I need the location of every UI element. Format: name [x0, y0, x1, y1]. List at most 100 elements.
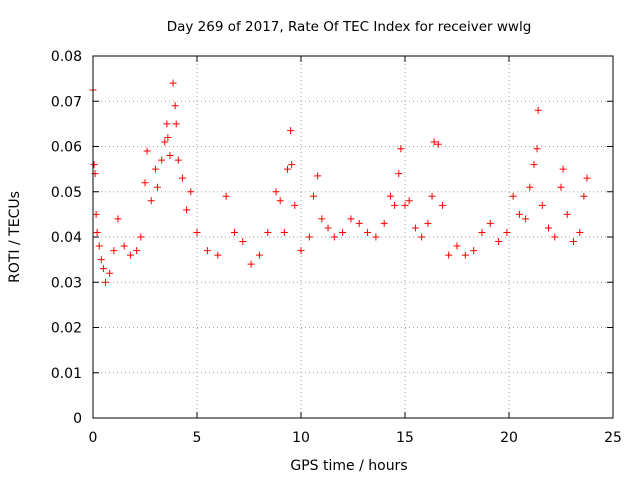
- data-point: [583, 174, 591, 182]
- x-tick-label: 5: [193, 430, 202, 446]
- data-point: [428, 192, 436, 200]
- data-point: [172, 120, 180, 128]
- data-point: [193, 228, 201, 236]
- data-point: [522, 215, 530, 223]
- x-tick-label: 10: [292, 430, 310, 446]
- data-point: [445, 251, 453, 259]
- x-tick-labels: 0 5 10 15 20 25: [89, 430, 622, 446]
- data-point: [401, 201, 409, 209]
- data-point: [151, 165, 159, 173]
- data-point: [364, 228, 372, 236]
- data-point: [503, 228, 511, 236]
- data-point: [264, 228, 272, 236]
- data-point: [106, 269, 114, 277]
- data-point: [453, 242, 461, 250]
- data-point: [551, 233, 559, 241]
- data-point: [545, 224, 553, 232]
- data-point: [533, 145, 541, 153]
- data-point: [355, 219, 363, 227]
- data-point: [339, 228, 347, 236]
- grid-layer: [93, 56, 613, 418]
- data-point: [203, 247, 211, 255]
- data-point: [318, 215, 326, 223]
- data-point: [287, 127, 295, 135]
- data-point: [214, 251, 222, 259]
- data-point: [171, 102, 179, 110]
- data-point: [283, 165, 291, 173]
- data-point: [92, 210, 100, 218]
- y-tick-label: 0.05: [51, 185, 82, 201]
- data-point: [95, 242, 103, 250]
- data-point: [386, 192, 394, 200]
- data-point: [309, 192, 317, 200]
- data-point: [169, 79, 177, 87]
- data-point: [559, 165, 567, 173]
- y-tick-label: 0.01: [51, 366, 82, 382]
- y-axis-label: ROTI / TECUs: [7, 191, 23, 283]
- data-point: [495, 238, 503, 246]
- y-tick-label: 0.03: [51, 275, 82, 291]
- data-point: [330, 233, 338, 241]
- data-point: [486, 219, 494, 227]
- data-point: [187, 188, 195, 196]
- data-point: [434, 140, 442, 148]
- data-point: [280, 228, 288, 236]
- data-point: [163, 120, 171, 128]
- data-point: [470, 247, 478, 255]
- data-point: [166, 152, 174, 160]
- data-point: [526, 183, 534, 191]
- data-point: [247, 260, 255, 268]
- data-point: [430, 138, 438, 146]
- x-tick-label: 20: [500, 430, 518, 446]
- data-point: [164, 133, 172, 141]
- data-point: [120, 242, 128, 250]
- data-point: [395, 170, 403, 178]
- data-point: [255, 251, 263, 259]
- data-point: [391, 201, 399, 209]
- data-point: [183, 206, 191, 214]
- data-point: [478, 228, 486, 236]
- data-point: [411, 224, 419, 232]
- data-point: [101, 278, 109, 286]
- data-point: [93, 228, 101, 236]
- data-point: [538, 201, 546, 209]
- data-point: [291, 201, 299, 209]
- data-points: [89, 79, 591, 286]
- y-tick-label: 0.07: [51, 94, 82, 110]
- data-point: [580, 192, 588, 200]
- data-point: [133, 247, 141, 255]
- data-point: [222, 192, 230, 200]
- data-point: [126, 251, 134, 259]
- data-point: [143, 147, 151, 155]
- data-point: [147, 197, 155, 205]
- y-tick-label: 0.04: [51, 230, 82, 246]
- data-point: [137, 233, 145, 241]
- data-point: [110, 247, 118, 255]
- data-point: [230, 228, 238, 236]
- y-tick-label: 0.08: [51, 49, 82, 65]
- data-point: [297, 247, 305, 255]
- data-point: [97, 256, 105, 264]
- data-point: [276, 197, 284, 205]
- data-point: [272, 188, 280, 196]
- x-axis-label: GPS time / hours: [290, 458, 407, 474]
- data-point: [99, 265, 107, 273]
- data-point: [557, 183, 565, 191]
- data-point: [380, 219, 388, 227]
- data-point: [158, 156, 166, 164]
- y-tick-labels: 0 0.01 0.02 0.03 0.04 0.05 0.06 0.07 0.08: [51, 49, 82, 427]
- data-point: [418, 233, 426, 241]
- data-point: [372, 233, 380, 241]
- data-point: [239, 238, 247, 246]
- data-point: [314, 172, 322, 180]
- chart-title: Day 269 of 2017, Rate Of TEC Index for r…: [167, 19, 532, 35]
- y-tick-label: 0: [73, 411, 82, 427]
- data-point: [530, 161, 538, 169]
- data-point: [397, 145, 405, 153]
- y-tick-label: 0.02: [51, 321, 82, 337]
- data-point: [178, 174, 186, 182]
- data-point: [515, 210, 523, 218]
- data-point: [509, 192, 517, 200]
- x-tick-label: 0: [89, 430, 98, 446]
